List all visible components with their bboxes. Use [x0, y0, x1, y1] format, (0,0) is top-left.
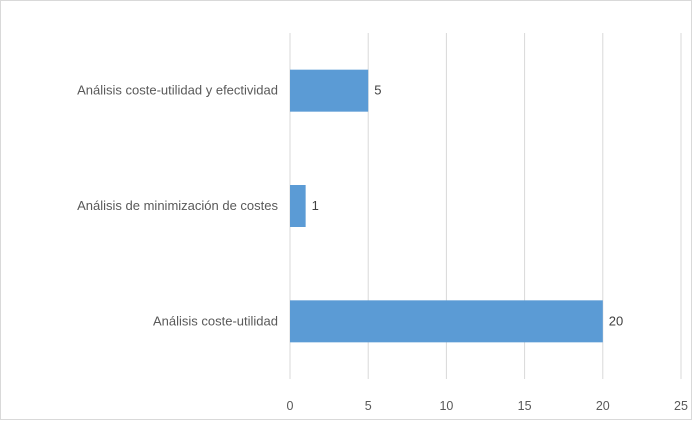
bar [290, 185, 306, 227]
x-tick-label: 10 [439, 399, 453, 413]
bar [290, 300, 603, 343]
category-label: Análisis de minimización de costes [77, 198, 278, 213]
category-labels: Análisis coste-utilidad y efectividad Aná… [77, 83, 278, 329]
x-tick-label: 0 [287, 399, 294, 413]
x-tick-label: 15 [518, 399, 532, 413]
bars [290, 69, 603, 343]
x-tick-label: 20 [596, 399, 610, 413]
category-label: Análisis coste-utilidad [153, 313, 278, 328]
data-labels: 5 1 20 [312, 83, 624, 329]
bar [290, 69, 369, 112]
x-axis-tick-labels: 0 5 10 15 20 25 [287, 399, 688, 413]
x-tick-label: 5 [365, 399, 372, 413]
category-label: Análisis coste-utilidad y efectividad [77, 83, 278, 98]
data-label: 1 [312, 198, 319, 213]
x-tick-label: 25 [674, 399, 688, 413]
data-label: 5 [374, 83, 381, 98]
data-label: 20 [609, 313, 623, 328]
